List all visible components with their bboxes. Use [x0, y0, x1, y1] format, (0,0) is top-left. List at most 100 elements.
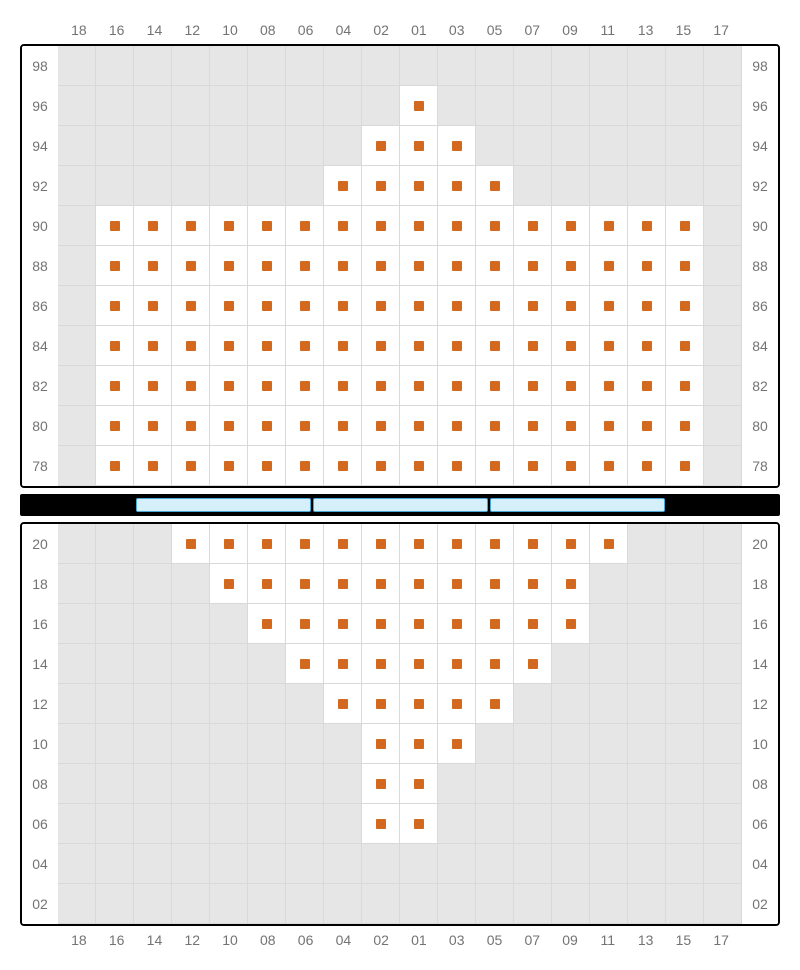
seat-cell[interactable]: [438, 724, 476, 764]
seat-cell[interactable]: [400, 764, 438, 804]
seat-cell[interactable]: [552, 206, 590, 246]
seat-cell[interactable]: [248, 246, 286, 286]
seat-cell[interactable]: [476, 564, 514, 604]
seat-cell[interactable]: [514, 406, 552, 446]
seat-cell[interactable]: [400, 286, 438, 326]
seat-cell[interactable]: [438, 286, 476, 326]
seat-cell[interactable]: [438, 604, 476, 644]
seat-cell[interactable]: [248, 564, 286, 604]
seat-cell[interactable]: [362, 446, 400, 486]
seat-cell[interactable]: [552, 524, 590, 564]
seat-cell[interactable]: [400, 604, 438, 644]
seat-cell[interactable]: [476, 206, 514, 246]
seat-cell[interactable]: [362, 286, 400, 326]
seat-cell[interactable]: [96, 206, 134, 246]
seat-cell[interactable]: [552, 406, 590, 446]
seat-cell[interactable]: [628, 286, 666, 326]
seat-cell[interactable]: [400, 326, 438, 366]
seat-cell[interactable]: [628, 406, 666, 446]
seat-cell[interactable]: [324, 326, 362, 366]
seat-cell[interactable]: [438, 126, 476, 166]
seat-cell[interactable]: [590, 326, 628, 366]
seat-cell[interactable]: [286, 524, 324, 564]
seat-cell[interactable]: [286, 644, 324, 684]
seat-cell[interactable]: [476, 406, 514, 446]
seat-cell[interactable]: [552, 326, 590, 366]
seat-cell[interactable]: [210, 246, 248, 286]
seat-cell[interactable]: [286, 326, 324, 366]
seat-cell[interactable]: [514, 206, 552, 246]
seat-cell[interactable]: [628, 246, 666, 286]
seat-cell[interactable]: [400, 246, 438, 286]
seat-cell[interactable]: [628, 206, 666, 246]
seat-cell[interactable]: [172, 286, 210, 326]
seat-cell[interactable]: [514, 644, 552, 684]
seat-cell[interactable]: [210, 286, 248, 326]
seat-cell[interactable]: [248, 604, 286, 644]
seat-cell[interactable]: [666, 246, 704, 286]
seat-cell[interactable]: [476, 644, 514, 684]
seat-cell[interactable]: [248, 406, 286, 446]
seat-cell[interactable]: [438, 446, 476, 486]
seat-cell[interactable]: [324, 206, 362, 246]
seat-cell[interactable]: [96, 326, 134, 366]
seat-cell[interactable]: [248, 524, 286, 564]
seat-cell[interactable]: [96, 286, 134, 326]
seat-cell[interactable]: [552, 604, 590, 644]
seat-cell[interactable]: [248, 326, 286, 366]
seat-cell[interactable]: [96, 246, 134, 286]
seat-cell[interactable]: [400, 644, 438, 684]
seat-cell[interactable]: [438, 206, 476, 246]
seat-cell[interactable]: [400, 446, 438, 486]
seat-cell[interactable]: [628, 366, 666, 406]
seat-cell[interactable]: [134, 446, 172, 486]
seat-cell[interactable]: [134, 286, 172, 326]
seat-cell[interactable]: [666, 446, 704, 486]
seat-cell[interactable]: [590, 206, 628, 246]
seat-cell[interactable]: [590, 524, 628, 564]
seat-cell[interactable]: [628, 326, 666, 366]
seat-cell[interactable]: [362, 126, 400, 166]
seat-cell[interactable]: [324, 604, 362, 644]
seat-cell[interactable]: [438, 644, 476, 684]
seat-cell[interactable]: [324, 644, 362, 684]
seat-cell[interactable]: [552, 286, 590, 326]
seat-cell[interactable]: [438, 406, 476, 446]
seat-cell[interactable]: [590, 286, 628, 326]
seat-cell[interactable]: [362, 564, 400, 604]
seat-cell[interactable]: [362, 684, 400, 724]
seat-cell[interactable]: [172, 524, 210, 564]
seat-cell[interactable]: [286, 564, 324, 604]
seat-cell[interactable]: [96, 366, 134, 406]
seat-cell[interactable]: [666, 366, 704, 406]
seat-cell[interactable]: [552, 246, 590, 286]
seat-cell[interactable]: [362, 366, 400, 406]
seat-cell[interactable]: [400, 166, 438, 206]
seat-cell[interactable]: [666, 206, 704, 246]
seat-cell[interactable]: [362, 804, 400, 844]
seat-cell[interactable]: [476, 604, 514, 644]
seat-cell[interactable]: [324, 564, 362, 604]
seat-cell[interactable]: [362, 326, 400, 366]
seat-cell[interactable]: [210, 406, 248, 446]
seat-cell[interactable]: [514, 246, 552, 286]
seat-cell[interactable]: [134, 406, 172, 446]
seat-cell[interactable]: [400, 804, 438, 844]
seat-cell[interactable]: [400, 126, 438, 166]
seat-cell[interactable]: [438, 564, 476, 604]
seat-cell[interactable]: [172, 366, 210, 406]
seat-cell[interactable]: [362, 524, 400, 564]
seat-cell[interactable]: [96, 446, 134, 486]
seat-cell[interactable]: [324, 524, 362, 564]
seat-cell[interactable]: [286, 604, 324, 644]
seat-cell[interactable]: [666, 286, 704, 326]
seat-cell[interactable]: [400, 86, 438, 126]
seat-cell[interactable]: [210, 206, 248, 246]
seat-cell[interactable]: [324, 246, 362, 286]
seat-cell[interactable]: [590, 406, 628, 446]
seat-cell[interactable]: [286, 206, 324, 246]
seat-cell[interactable]: [362, 246, 400, 286]
seat-cell[interactable]: [286, 366, 324, 406]
seat-cell[interactable]: [590, 246, 628, 286]
seat-cell[interactable]: [400, 524, 438, 564]
